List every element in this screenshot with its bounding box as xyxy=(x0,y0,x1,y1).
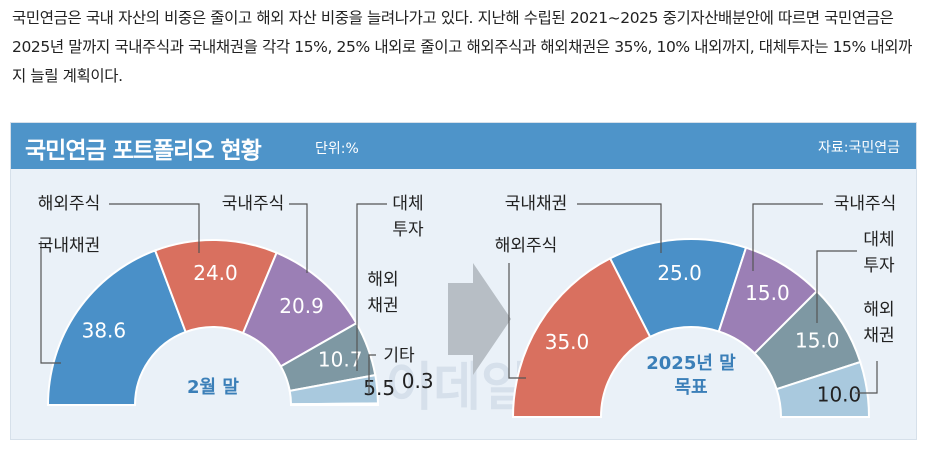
callout-line xyxy=(816,250,857,323)
value-label-대체투자: 5.5 xyxy=(363,376,395,400)
callout-line xyxy=(368,354,376,393)
value-label-국내채권: 25.0 xyxy=(657,261,702,285)
source-label: 자료:국민연금 xyxy=(818,140,900,156)
half-donut-chart-2: 35.0 25.0 15.015.0 10.0 xyxy=(508,203,878,418)
callout-line xyxy=(356,203,387,371)
slice-국내채권 xyxy=(46,249,187,406)
slice-기타 xyxy=(289,402,380,406)
callout-국내채권: 국내채권 xyxy=(505,194,568,214)
callout-국내주식: 국내주식 xyxy=(834,194,897,214)
value-label-국내채권: 38.6 xyxy=(82,318,127,342)
callout-해외채권: 해외 채권 xyxy=(863,300,894,346)
callout-line xyxy=(577,203,662,253)
value-label-해외주식: 24.0 xyxy=(193,261,238,285)
callout-line xyxy=(289,203,308,273)
chart-title: 국민연금 포트폴리오 현황 xyxy=(25,138,262,164)
value-label-기타: 0.3 xyxy=(402,369,434,393)
chart-center-title: 2025년 말 목표 xyxy=(646,353,736,398)
value-label-대체투자: 15.0 xyxy=(795,329,840,353)
infographic-card: 국민연금 포트폴리오 현황 단위:% 자료:국민연금 이데일리 38.6 24.0 2… xyxy=(10,122,917,440)
value-label-해외채권: 10.0 xyxy=(817,383,862,407)
callout-국내주식: 국내주식 xyxy=(222,194,285,214)
callout-기타: 기타 xyxy=(383,346,415,366)
slice-해외채권 xyxy=(775,360,871,418)
callout-line xyxy=(508,263,526,379)
infographic-banner: 국민연금 포트폴리오 현황 단위:% 자료:국민연금 xyxy=(11,123,916,169)
callout-line xyxy=(855,361,878,394)
callout-line xyxy=(40,241,61,364)
half-donut-chart-1: 38.6 24.0 20.9 10.75.5 0.3 xyxy=(40,203,434,406)
callout-해외주식: 해외주식 xyxy=(38,194,101,214)
transition-arrow xyxy=(448,263,511,375)
callout-line xyxy=(752,203,823,271)
slice-해외주식 xyxy=(511,257,652,418)
article-paragraph: 국민연금은 국내 자산의 비중은 줄이고 해외 자산 비중을 늘려나가고 있다.… xyxy=(12,9,912,85)
callout-해외주식: 해외주식 xyxy=(495,236,558,256)
value-label-해외채권: 10.7 xyxy=(318,348,363,372)
chart-center-title: 2월 말 xyxy=(187,377,239,398)
callout-대체투자: 대체 투자 xyxy=(863,230,895,276)
value-label-국내주식: 20.9 xyxy=(279,294,324,318)
callout-국내채권: 국내채권 xyxy=(38,236,101,256)
unit-label: 단위:% xyxy=(315,141,359,157)
value-label-해외주식: 35.0 xyxy=(545,330,590,354)
callout-대체투자: 대체 투자 xyxy=(392,194,424,240)
callout-해외채권: 해외 채권 xyxy=(367,270,398,316)
value-label-국내주식: 15.0 xyxy=(745,281,790,305)
callout-line xyxy=(109,203,200,253)
